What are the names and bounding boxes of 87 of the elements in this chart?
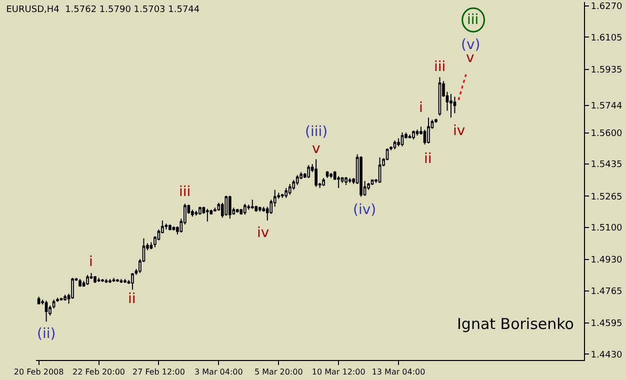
- candlestick: [438, 76, 442, 116]
- candlestick: [378, 156, 382, 184]
- x-tick-label: 5 Mar 20:00: [254, 368, 303, 377]
- candlestick: [393, 140, 396, 150]
- candlestick: [214, 207, 216, 212]
- candlestick: [198, 206, 202, 216]
- candlestick: [168, 224, 172, 231]
- annotation: (iii): [305, 124, 328, 140]
- candlestick: [412, 130, 415, 140]
- y-tick-label: 1.4930: [590, 256, 623, 266]
- annotation: i: [419, 100, 423, 116]
- candlestick: [86, 274, 89, 286]
- annotation: (ii): [37, 326, 56, 342]
- candlestick: [322, 177, 325, 186]
- candlestick: [108, 278, 112, 284]
- candlestick: [243, 203, 246, 216]
- annotation: v: [466, 50, 474, 66]
- candlestick: [400, 132, 404, 147]
- candlestick: [427, 117, 430, 144]
- y-tick-label: 1.5265: [590, 192, 622, 202]
- candlestick: [236, 208, 239, 214]
- annotation: iv: [257, 225, 270, 241]
- y-tick-label: 1.4430: [590, 350, 623, 360]
- candlestick: [131, 272, 134, 290]
- candlestick: [250, 199, 254, 210]
- candlestick: [52, 299, 56, 310]
- chart-title: EURUSD,H4 1.5762 1.5790 1.5703 1.5744: [6, 5, 200, 15]
- candlestick: [164, 223, 168, 230]
- x-tick-label: 20 Feb 2008: [14, 368, 64, 377]
- candlestick: [206, 208, 209, 222]
- candlestick: [284, 188, 288, 198]
- candlestick: [78, 278, 82, 288]
- candlestick: [150, 242, 153, 250]
- candlestick: [37, 296, 40, 306]
- x-tick-label: 22 Feb 20:00: [72, 368, 125, 377]
- candlestick: [194, 210, 198, 216]
- candlestick: [360, 156, 362, 198]
- y-tick-label: 1.5935: [590, 66, 622, 76]
- y-tick-label: 1.5744: [590, 102, 623, 112]
- candlestick: [228, 195, 232, 220]
- annotation: iii: [179, 184, 191, 200]
- annotation: i: [89, 254, 93, 270]
- candlestick: [124, 278, 126, 284]
- y-tick-label: 1.6270: [590, 2, 623, 12]
- candlestick: [116, 278, 119, 282]
- candlestick: [348, 177, 352, 184]
- candlestick: [44, 300, 48, 322]
- candlestick: [112, 277, 116, 282]
- y-tick-label: 1.6105: [590, 33, 622, 44]
- candlestick: [71, 277, 74, 300]
- candlestick: [64, 294, 66, 302]
- y-tick-label: 1.5435: [590, 160, 622, 170]
- candlestick: [450, 93, 452, 118]
- candlestick: [344, 176, 348, 186]
- candlestick: [307, 164, 310, 178]
- candlestick: [97, 277, 100, 282]
- y-tick-label: 1.5100: [590, 224, 623, 234]
- candlestick: [104, 278, 108, 284]
- x-tick-label: 10 Mar 12:00: [312, 368, 366, 377]
- candlestick: [330, 172, 332, 178]
- annotation: iv: [453, 123, 466, 139]
- x-tick-label: 13 Mar 04:00: [372, 368, 426, 377]
- candlestick: [288, 184, 292, 196]
- candlestick: [326, 170, 329, 178]
- x-tick-label: 27 Feb 12:00: [132, 368, 185, 377]
- annotation: ii: [128, 291, 136, 307]
- annotation: (v): [461, 37, 480, 53]
- annotation: Ignat Borisenko: [457, 315, 574, 333]
- candlestick: [224, 195, 228, 216]
- annotation: (iv): [353, 202, 376, 218]
- candlestick: [258, 206, 262, 212]
- y-tick-label: 1.4765: [590, 286, 622, 297]
- candlestick: [453, 96, 456, 114]
- annotation: ii: [424, 151, 432, 167]
- candlestick: [314, 158, 318, 188]
- annotation: iii: [434, 59, 446, 75]
- candlestick: [416, 129, 419, 136]
- x-tick-label: 3 Mar 04:00: [194, 368, 243, 377]
- candlestick: [408, 134, 412, 139]
- annotation: v: [312, 141, 320, 157]
- y-tick-label: 1.4595: [590, 319, 622, 330]
- candlestick: [172, 226, 176, 231]
- annotation: iii: [467, 12, 479, 28]
- candlestick: [120, 278, 123, 284]
- candlestick: [94, 275, 96, 284]
- y-tick-label: 1.5600: [590, 128, 623, 139]
- candlestick: [101, 278, 104, 282]
